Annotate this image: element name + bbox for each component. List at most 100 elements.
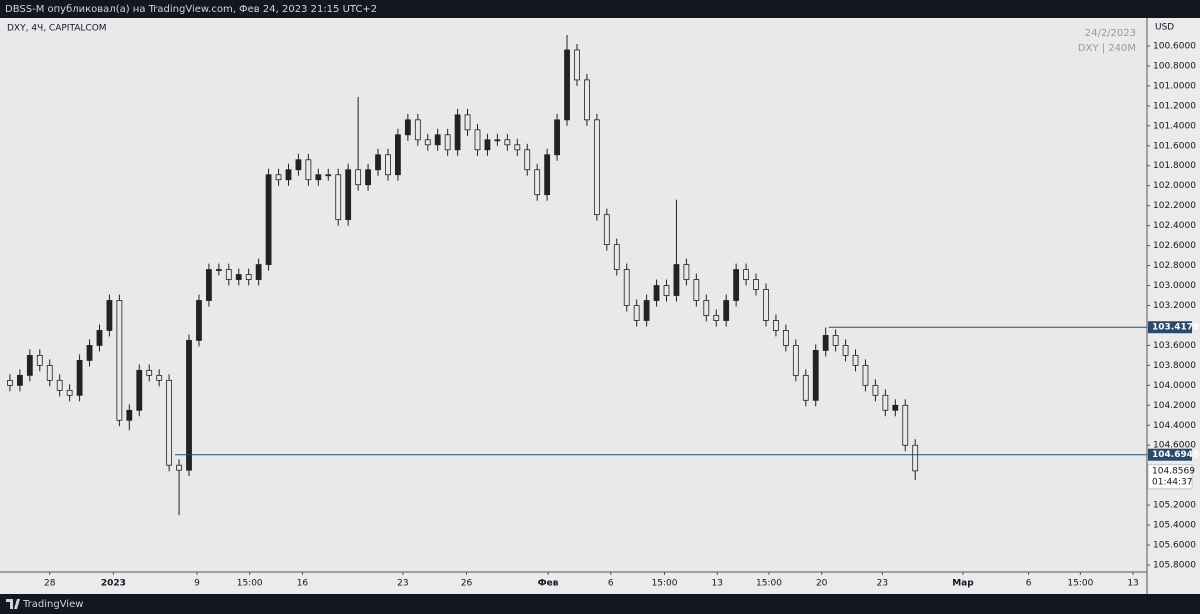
candle-body: [56, 379, 63, 391]
candle-body: [733, 269, 740, 301]
candles: [7, 34, 919, 516]
y-tick-label: 102.8000: [1153, 261, 1196, 271]
price-line-tag: [1148, 321, 1192, 334]
y-tick-label: 102.4000: [1153, 221, 1196, 231]
candle-body: [464, 114, 471, 131]
candle-body: [265, 174, 272, 265]
candle-body: [176, 464, 182, 471]
candle-body: [395, 134, 401, 176]
candle-body: [245, 274, 252, 280]
y-tick-label: 105.4000: [1153, 521, 1196, 531]
footer-bar: [0, 594, 1200, 614]
candle-body: [534, 169, 541, 196]
candle-body: [564, 49, 570, 121]
candle-body: [613, 244, 620, 270]
candle-body: [36, 354, 43, 366]
price-axis: [1147, 18, 1200, 594]
y-tick-label: 101.6000: [1153, 141, 1196, 151]
candle-body: [872, 384, 879, 396]
candle-body: [832, 335, 839, 346]
x-tick-label: 20: [816, 579, 828, 589]
symbol-label: DXY, 4Ч, CAPITALCOM: [7, 24, 107, 34]
candle-body: [355, 169, 362, 186]
y-tick-label: 102.0000: [1153, 181, 1196, 191]
x-tick-label: 6: [1026, 579, 1032, 589]
candle-body: [683, 264, 690, 280]
y-tick-label: 101.4000: [1153, 121, 1196, 131]
candle-body: [116, 300, 123, 421]
candle-body: [225, 269, 232, 280]
y-tick-label: 103.6000: [1153, 341, 1196, 351]
price-line-tag: [1148, 448, 1192, 461]
candle-body: [882, 394, 889, 411]
y-tick-label: 100.8000: [1153, 61, 1196, 71]
candle-body: [703, 300, 710, 316]
candle-body: [792, 345, 799, 376]
y-tick-label: 103.2000: [1153, 301, 1196, 311]
time-axis: [0, 572, 1147, 594]
y-tick-label: 104.0000: [1153, 381, 1196, 391]
x-tick-label: 26: [461, 579, 473, 589]
x-tick-label: 15:00: [1067, 579, 1093, 589]
candle-body: [365, 169, 371, 186]
candle-body: [862, 364, 869, 386]
candle-body: [414, 119, 421, 141]
y-tick-label: 104.6000: [1153, 441, 1196, 451]
y-tick-label: 102.6000: [1153, 241, 1196, 251]
watermark-symbol: DXY | 240M: [1078, 43, 1136, 54]
y-tick-label: 100.6000: [1153, 41, 1196, 51]
candle-body: [892, 404, 899, 411]
y-tick-label: 103.0000: [1153, 281, 1196, 291]
candle-body: [554, 119, 560, 156]
candle-body: [295, 159, 302, 171]
candle-body: [663, 285, 670, 296]
x-tick-label: 9: [194, 579, 200, 589]
tv-logo: [6, 599, 20, 609]
candle-body: [206, 269, 212, 301]
x-tick-label: 2023: [101, 579, 126, 589]
candle-body: [504, 139, 511, 146]
candle-body: [106, 300, 113, 331]
x-tick-label: 23: [397, 579, 408, 589]
candle-body: [743, 269, 749, 280]
candle-body: [434, 134, 441, 146]
candle-body: [643, 300, 650, 321]
candle-body: [166, 379, 173, 466]
y-tick-label: 105.6000: [1153, 541, 1196, 551]
y-tick-label: 105.8000: [1153, 561, 1196, 571]
candle-body: [753, 279, 759, 290]
candle-body: [255, 264, 262, 280]
candle-body: [514, 144, 521, 151]
candle-body: [404, 119, 411, 136]
footer-brand: TradingView: [22, 599, 83, 610]
x-tick-label: 13: [1127, 579, 1138, 589]
candle-body: [66, 389, 73, 396]
x-tick-label: 15:00: [652, 579, 678, 589]
candle-body: [325, 174, 332, 177]
x-tick-label: 28: [44, 579, 56, 589]
x-tick-label: 16: [297, 579, 309, 589]
candle-body: [812, 350, 819, 401]
candle-body: [584, 79, 590, 121]
price-line-label: 104.6949: [1152, 450, 1199, 460]
candle-body: [902, 404, 909, 446]
watermark-date: 24/2/2023: [1085, 28, 1136, 39]
candle-body: [484, 139, 491, 151]
y-tick-label: 101.2000: [1153, 101, 1196, 111]
last-price-label: 104.8569: [1152, 466, 1195, 476]
candle-body: [524, 149, 531, 171]
candle-body: [385, 154, 391, 176]
candle-body: [693, 279, 700, 301]
candle-body: [285, 169, 292, 181]
x-tick-label: 13: [712, 579, 723, 589]
plot-area: [0, 18, 1147, 572]
y-tick-label: 105.2000: [1153, 501, 1196, 511]
candle-body: [235, 274, 242, 280]
price-line-label: 103.4179: [1152, 323, 1199, 333]
candle-body: [822, 335, 829, 351]
candle-body: [136, 369, 143, 411]
candle-body: [574, 49, 580, 81]
candle-body: [345, 169, 352, 221]
